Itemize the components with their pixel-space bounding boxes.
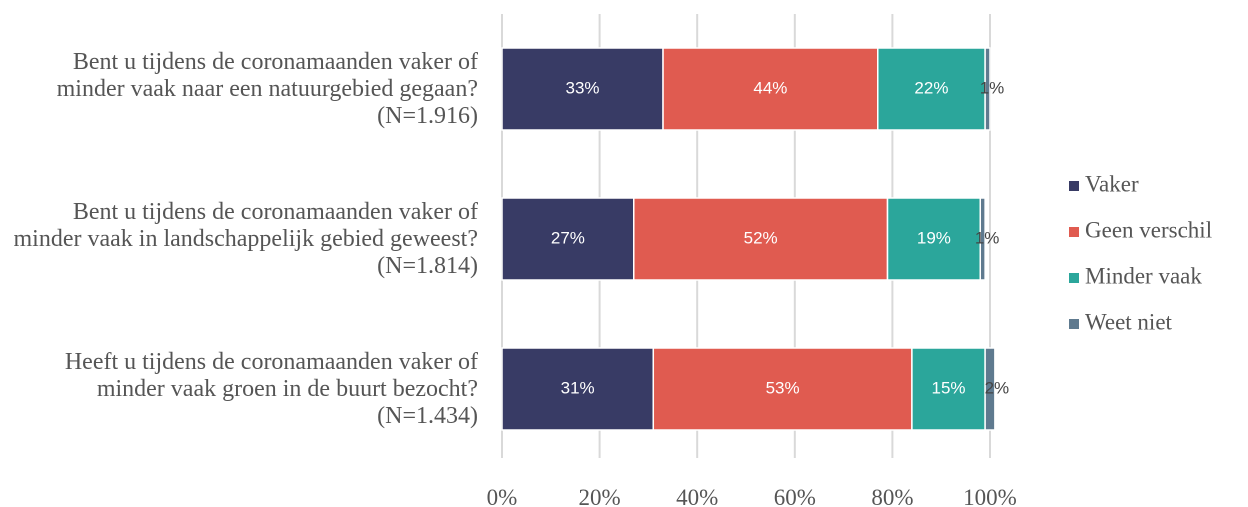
legend-swatch [1069,319,1079,329]
legend-label: Geen verschil [1085,217,1212,242]
legend-swatch [1069,181,1079,191]
bar-segment [501,47,664,131]
value-label: 31% [561,378,595,397]
bar-segment [886,197,981,281]
bar-segment [877,47,986,131]
x-tick-label: 60% [774,485,816,507]
x-tick-label: 100% [963,485,1017,507]
value-label: 53% [766,378,800,397]
value-label: 33% [566,78,600,97]
legend-label: Weet niet [1085,309,1173,334]
bar-segment [501,347,655,431]
value-label: 27% [551,228,585,247]
category-label: Heeft u tijdens de coronamaanden vaker o… [64,348,478,429]
value-label: 15% [932,378,966,397]
x-tick-label: 0% [487,485,518,507]
category-label: Bent u tijdens de coronamaanden vaker of… [56,48,478,129]
bar-segment [984,47,991,131]
x-tick-label: 80% [871,485,913,507]
bar-segment [984,347,996,431]
legend-label: Minder vaak [1085,263,1202,288]
value-label: 44% [753,78,787,97]
legend-swatch [1069,273,1079,283]
value-label: 52% [744,228,778,247]
category-label: Bent u tijdens de coronamaanden vaker of… [13,198,479,279]
legend-label: Vaker [1085,171,1139,196]
value-label: 2% [985,378,1010,397]
x-tick-label: 20% [579,485,621,507]
bar-segment [979,197,986,281]
value-label: 1% [975,228,1000,247]
legend-swatch [1069,227,1079,237]
bar-segment [662,47,879,131]
x-tick-label: 40% [676,485,718,507]
value-label: 22% [914,78,948,97]
value-label: 1% [980,78,1005,97]
bar-segment [911,347,986,431]
value-label: 19% [917,228,951,247]
